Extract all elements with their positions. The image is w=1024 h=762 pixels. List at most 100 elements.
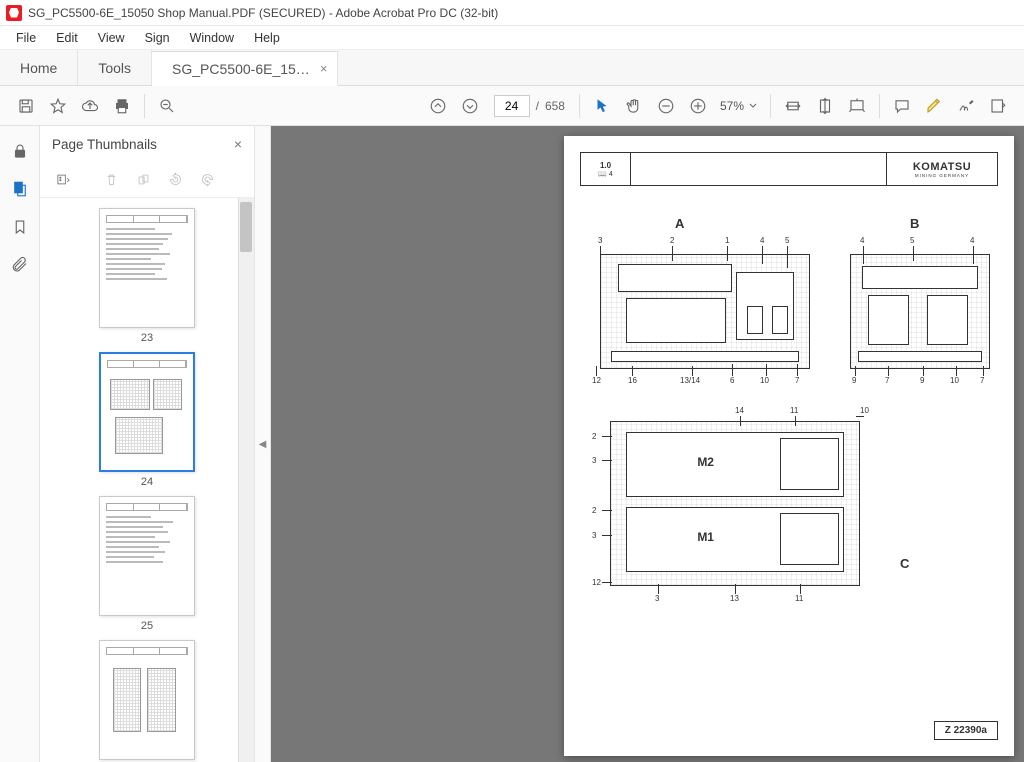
thumbnail-panel: Page Thumbnails × 23: [40, 126, 255, 762]
page-sep: /: [536, 99, 539, 113]
diagram-view-b: [850, 254, 990, 369]
star-icon[interactable]: [42, 90, 74, 122]
callout-number: 5: [910, 236, 914, 245]
callout-number: 10: [950, 376, 959, 385]
zoom-in-icon[interactable]: [682, 90, 714, 122]
menu-help[interactable]: Help: [246, 29, 288, 47]
callout-number: 9: [852, 376, 856, 385]
read-mode-icon[interactable]: [841, 90, 873, 122]
rail-thumbnails-icon[interactable]: [5, 174, 35, 204]
main-area: Page Thumbnails × 23: [0, 126, 1024, 762]
tab-close-button[interactable]: ×: [320, 61, 328, 76]
sign-icon[interactable]: [950, 90, 982, 122]
zoom-out-icon[interactable]: [650, 90, 682, 122]
thumbnail-options-icon[interactable]: [50, 167, 76, 193]
page-down-icon[interactable]: [454, 90, 486, 122]
toolbar-sep: [144, 94, 145, 118]
callout-number: 3: [598, 236, 602, 245]
thumbnail-item[interactable]: 25: [99, 496, 195, 632]
tab-home[interactable]: Home: [0, 50, 78, 85]
rail-attachment-icon[interactable]: [5, 250, 35, 280]
view-label-c: C: [900, 556, 909, 571]
page-header-table: 1.0 📖 4 KOMATSU MINING GERMANY: [580, 152, 998, 186]
page-up-icon[interactable]: [422, 90, 454, 122]
callout-number: 7: [885, 376, 889, 385]
fit-width-icon[interactable]: [777, 90, 809, 122]
zoom-out-lens-icon[interactable]: [151, 90, 183, 122]
highlight-icon[interactable]: [918, 90, 950, 122]
more-tools-icon[interactable]: [982, 90, 1014, 122]
toolbar-sep: [770, 94, 771, 118]
section-number: 1.0: [600, 161, 611, 170]
thumbnail-item[interactable]: 26: [99, 640, 195, 762]
tab-document[interactable]: SG_PC5500-6E_15… ×: [152, 51, 338, 86]
pdf-icon: [6, 5, 22, 21]
diagram-view-c: M2 M1: [610, 421, 860, 586]
zoom-level[interactable]: 57%: [720, 99, 758, 113]
callout-number: 10: [860, 406, 869, 415]
thumbnail-scroll-thumb[interactable]: [240, 202, 252, 252]
menu-view[interactable]: View: [90, 29, 133, 47]
thumbnail-close-button[interactable]: ×: [234, 136, 242, 152]
tab-bar: Home Tools SG_PC5500-6E_15… ×: [0, 50, 1024, 86]
thumbnail-label: 24: [141, 476, 153, 488]
document-viewport[interactable]: 1.0 📖 4 KOMATSU MINING GERMANY A: [271, 126, 1024, 762]
nav-rail: [0, 126, 40, 762]
pan-hand-icon[interactable]: [618, 90, 650, 122]
callout-number: 9: [920, 376, 924, 385]
brand-logo: KOMATSU: [913, 161, 971, 173]
thumbnail-delete-icon[interactable]: [98, 167, 124, 193]
thumbnail-list[interactable]: 23 24 25: [40, 198, 254, 762]
callout-number: 3: [592, 531, 596, 540]
rail-lock-icon[interactable]: [5, 136, 35, 166]
total-pages: 658: [545, 99, 565, 113]
callout-number: 3: [655, 594, 659, 603]
callout-number: 1: [725, 236, 729, 245]
callout-number: 13: [730, 594, 739, 603]
zoom-value: 57%: [720, 99, 744, 113]
callout-number: 2: [592, 432, 596, 441]
fit-page-icon[interactable]: [809, 90, 841, 122]
diagram-view-a: [600, 254, 810, 369]
thumbnail-item[interactable]: 23: [99, 208, 195, 344]
thumbnail-label: 25: [141, 620, 153, 632]
page-indicator: / 658: [494, 95, 565, 117]
menu-sign[interactable]: Sign: [137, 29, 178, 47]
rail-bookmark-icon[interactable]: [5, 212, 35, 242]
thumbnail-item[interactable]: 24: [99, 352, 195, 488]
view-label-b: B: [910, 216, 919, 231]
tab-tools[interactable]: Tools: [78, 50, 152, 85]
callout-number: 2: [592, 506, 596, 515]
window-title: SG_PC5500-6E_15050 Shop Manual.PDF (SECU…: [28, 6, 498, 20]
print-icon[interactable]: [106, 90, 138, 122]
save-icon[interactable]: [10, 90, 42, 122]
current-page-input[interactable]: [494, 95, 530, 117]
menu-window[interactable]: Window: [182, 29, 242, 47]
callout-number: 11: [795, 594, 803, 603]
selection-arrow-icon[interactable]: [586, 90, 618, 122]
motor-label-m2: M2: [695, 455, 716, 469]
callout-number: 16: [628, 376, 637, 385]
brand-subtitle: MINING GERMANY: [915, 173, 969, 178]
callout-number: 4: [860, 236, 864, 245]
menu-file[interactable]: File: [8, 29, 44, 47]
toolbar: / 658 57%: [0, 86, 1024, 126]
cloud-upload-icon[interactable]: [74, 90, 106, 122]
callout-number: 7: [795, 376, 799, 385]
thumbnail-undo-icon[interactable]: [162, 167, 188, 193]
chevron-left-icon: ◀: [259, 439, 267, 450]
callout-number: 4: [760, 236, 764, 245]
thumbnail-redo-icon[interactable]: [194, 167, 220, 193]
thumbnail-title: Page Thumbnails: [52, 137, 157, 152]
panel-collapse-handle[interactable]: ◀: [255, 126, 271, 762]
callout-number: 7: [980, 376, 984, 385]
callout-number: 4: [970, 236, 974, 245]
callout-number: 13/14: [680, 376, 700, 385]
thumbnail-scrollbar[interactable]: [238, 198, 254, 762]
book-number: 4: [609, 171, 613, 178]
callout-number: 3: [592, 456, 596, 465]
drawing-code: Z 22390a: [934, 721, 998, 740]
menu-edit[interactable]: Edit: [48, 29, 86, 47]
thumbnail-rotate-icon[interactable]: [130, 167, 156, 193]
comment-icon[interactable]: [886, 90, 918, 122]
